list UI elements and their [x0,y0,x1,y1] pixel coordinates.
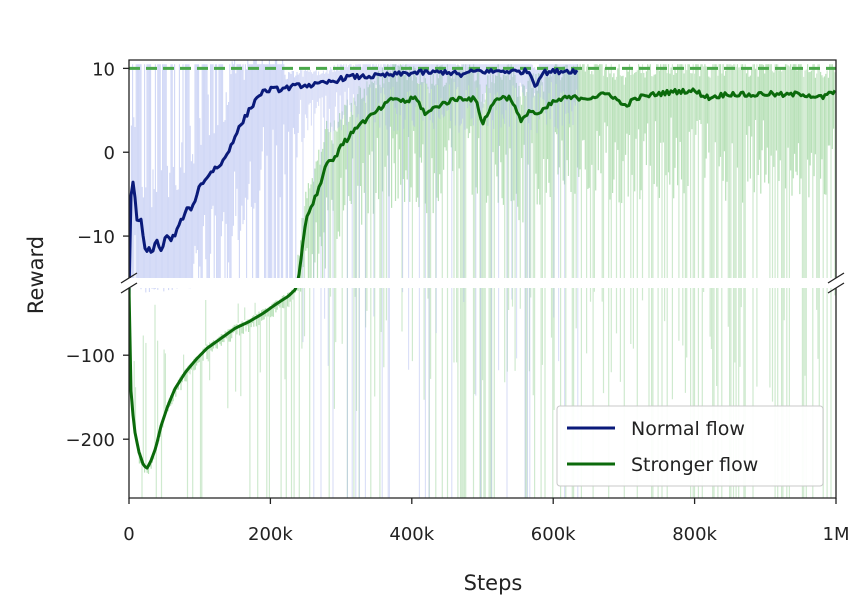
x-tick-label: 400k [389,524,434,545]
x-axis-title: Steps [464,571,523,595]
axis-break-gap [117,278,848,288]
legend: Normal flow Stronger flow [556,405,824,487]
upper-panel-frame [128,59,837,278]
legend-label-stronger-flow: Stronger flow [631,454,758,476]
band-normal-flow [129,60,579,498]
axis-break-mark [827,272,845,284]
lower-panel-frame [128,288,837,499]
axis-break-mark [120,282,138,294]
y-tick-label: 10 [92,59,115,80]
legend-label-normal-flow: Normal flow [631,418,745,440]
x-tick-label: 800k [672,524,717,545]
axis-break-mark [120,272,138,284]
x-tick-label: 1M [823,524,850,545]
x-tick-label: 0 [123,524,134,545]
y-axis-title: Reward [24,236,48,314]
x-tick-label: 200k [248,524,293,545]
axes: 0 200k 400k 600k 800k 1M 10 0 −10 −100 −200 [66,59,850,545]
y-tick-label: −10 [77,227,115,248]
y-tick-label: −100 [66,346,115,367]
y-tick-label: 0 [104,143,115,164]
axis-break-mark [827,282,845,294]
x-tick-label: 600k [531,524,576,545]
series-line-stronger-flow [129,87,836,470]
y-tick-label: −200 [66,430,115,451]
series-line-normal-flow [129,67,579,297]
series-lines [129,66,836,470]
legend-box [556,405,824,487]
